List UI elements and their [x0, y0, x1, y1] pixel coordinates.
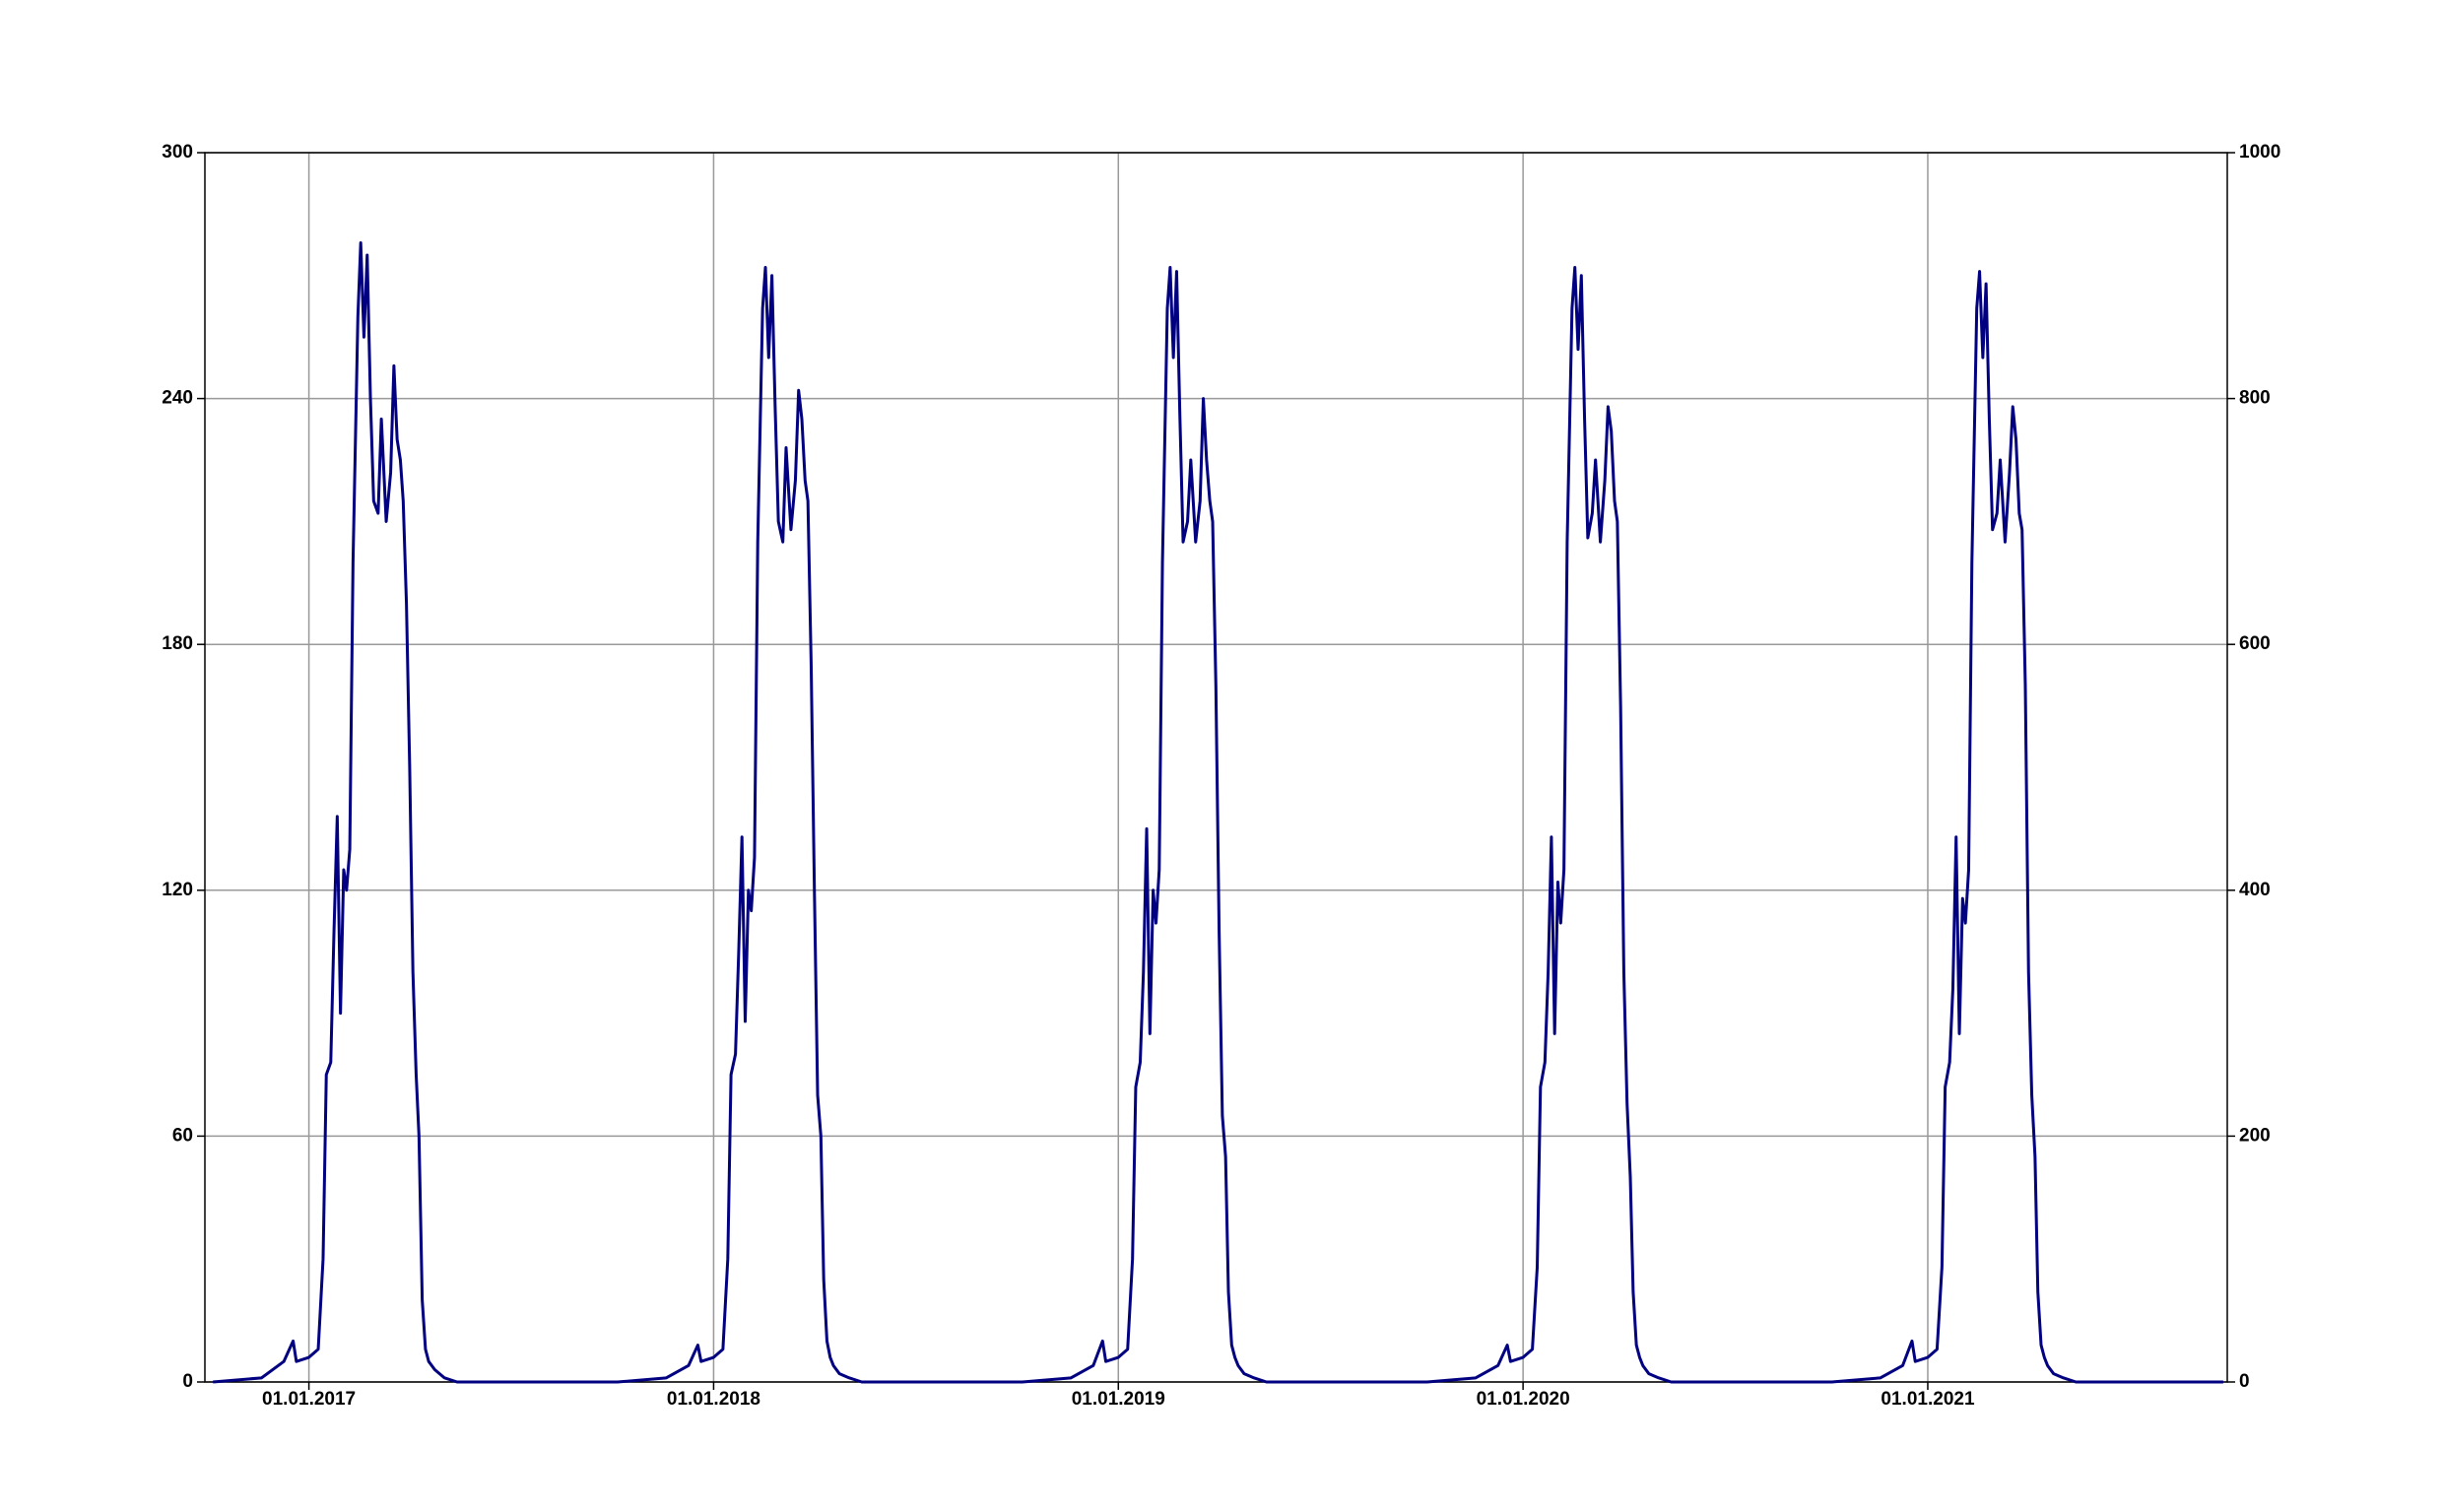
y-tick-label: 120 — [162, 880, 193, 900]
y-tick-label: 300 — [162, 142, 193, 163]
x-tick-label: 01.01.2019 — [1072, 1389, 1165, 1410]
y-tick-label: 0 — [182, 1371, 193, 1392]
x-tick-label: 01.01.2020 — [1477, 1389, 1570, 1410]
y-tick-label: 60 — [172, 1125, 193, 1146]
y2-tick-label: 800 — [2239, 388, 2271, 409]
x-tick-label: 01.01.2021 — [1881, 1389, 1975, 1410]
x-tick-label: 01.01.2017 — [262, 1389, 356, 1410]
y-tick-label: 240 — [162, 388, 193, 409]
y2-tick-label: 600 — [2239, 633, 2271, 654]
data-line — [213, 241, 2223, 1384]
x-tick-label: 01.01.2018 — [667, 1389, 760, 1410]
y2-tick-label: 200 — [2239, 1125, 2271, 1146]
plot-frame — [204, 152, 2228, 1383]
y-tick-label: 180 — [162, 633, 193, 654]
y2-tick-label: 400 — [2239, 880, 2271, 900]
y2-tick-label: 0 — [2239, 1371, 2250, 1392]
y2-tick-label: 1000 — [2239, 142, 2280, 163]
